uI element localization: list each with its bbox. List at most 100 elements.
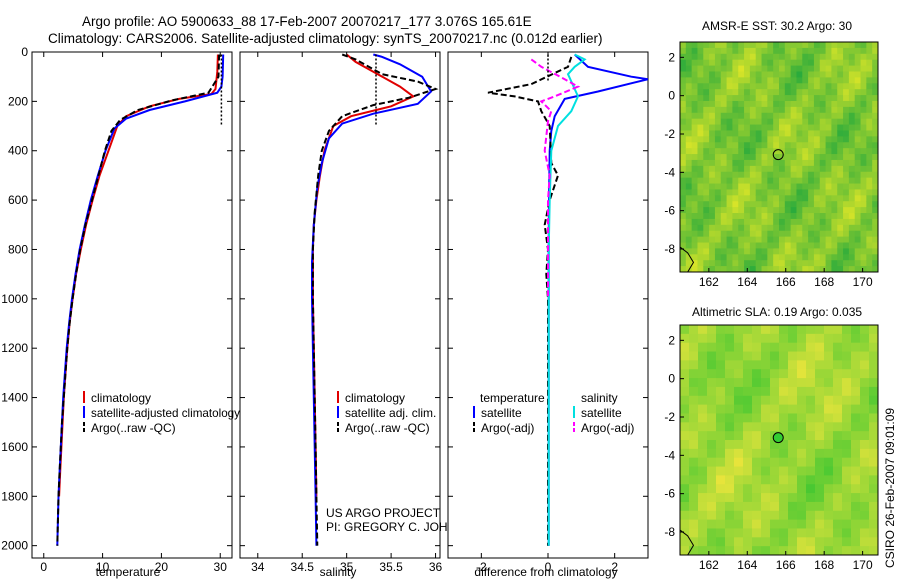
map-cell (779, 254, 786, 261)
map-cell (743, 395, 753, 406)
map-cell (831, 242, 838, 250)
map-cell (697, 159, 704, 167)
map-cell (796, 100, 803, 108)
map-cell (767, 100, 774, 108)
map-cell (860, 207, 867, 214)
map-cell (761, 422, 771, 432)
map-cell (848, 42, 856, 49)
map-cell (738, 53, 745, 61)
map-cell (831, 201, 838, 208)
map-cell (797, 484, 807, 494)
map-cell (738, 100, 745, 108)
map-cell (726, 89, 734, 96)
map-x-tick-label: 170 (853, 275, 873, 289)
map-cell (779, 440, 789, 450)
map-cell (697, 260, 704, 267)
map-cell (732, 177, 739, 185)
map-cell (779, 124, 786, 132)
map-x-tick-label: 162 (699, 275, 719, 289)
map-cell (707, 528, 717, 538)
map-cell (770, 484, 780, 494)
map-cell (714, 118, 722, 126)
map-cell (716, 510, 726, 521)
map-cell (819, 154, 827, 161)
map-cell (752, 395, 762, 406)
map-cell (808, 89, 815, 96)
map-cell (851, 395, 861, 406)
map-cell (680, 148, 687, 155)
x-tick-label: 30 (214, 560, 228, 574)
map-cell (755, 83, 763, 90)
map-cell (691, 201, 699, 208)
map-cell (743, 528, 753, 538)
map-cell (813, 148, 821, 155)
map-cell (790, 100, 798, 108)
map-cell (709, 95, 716, 102)
y-tick-label: 1600 (1, 440, 28, 454)
map-cell (697, 177, 704, 185)
figure-title-line2: Climatology: CARS2006. Satellite-adjuste… (48, 31, 603, 46)
map-cell (707, 510, 717, 521)
map-cell (779, 448, 789, 459)
map-cell (720, 201, 728, 208)
map-cell (779, 501, 789, 512)
coastline (680, 246, 695, 272)
map-cell (802, 53, 809, 61)
map-cell (797, 413, 807, 423)
map-cell (743, 360, 753, 370)
map-cell (843, 177, 850, 185)
map-cell (815, 457, 825, 468)
map-cell (743, 422, 753, 432)
map-cell (824, 484, 834, 494)
map-cell (752, 493, 762, 503)
map-cell (788, 431, 798, 441)
map-cell (689, 431, 699, 441)
map-cell (784, 95, 792, 102)
map-cell (685, 236, 693, 244)
map-cell (808, 106, 815, 114)
map-cell (752, 422, 762, 432)
map-cell (725, 413, 735, 423)
map-cell (788, 333, 798, 344)
map-cell (755, 236, 763, 244)
map-cell (854, 260, 862, 267)
map-cell (714, 195, 722, 202)
map-cell (779, 236, 786, 244)
map-cell (860, 71, 867, 78)
map-cell (720, 213, 728, 220)
map-cell (761, 165, 768, 173)
map-cell (773, 189, 780, 196)
map-cell (797, 351, 807, 361)
map-cell (698, 325, 708, 335)
map-cell (815, 422, 825, 432)
legend-header-salinity: salinity (581, 391, 618, 405)
map-cell (837, 53, 844, 61)
map-cell (698, 537, 708, 547)
map-cell (808, 218, 815, 226)
map-cell (797, 519, 807, 530)
map-cell (680, 519, 690, 530)
map-cell (790, 47, 798, 55)
map-cell (773, 47, 780, 55)
map-cell (815, 501, 825, 512)
map-cell (752, 475, 762, 485)
map-cell (802, 154, 809, 161)
map-cell (819, 59, 827, 67)
sst-map-panel: AMSR-E SST: 30.2 Argo: 30 162 164 166 168 17… (664, 19, 879, 289)
map-cell (680, 242, 687, 250)
map-cell (725, 484, 735, 494)
map-cell (738, 71, 745, 78)
map-cell (685, 224, 693, 232)
map-cell (788, 386, 798, 397)
map-cell (815, 325, 825, 335)
map-cell (790, 154, 798, 161)
map-cell (773, 260, 780, 267)
map-cell (707, 333, 717, 344)
map-cell (833, 546, 843, 555)
map-cell (806, 546, 816, 555)
map-cell (707, 351, 717, 361)
map-cell (797, 528, 807, 538)
map-cell (819, 136, 827, 143)
map-cell (691, 100, 699, 108)
map-cell (796, 47, 803, 55)
